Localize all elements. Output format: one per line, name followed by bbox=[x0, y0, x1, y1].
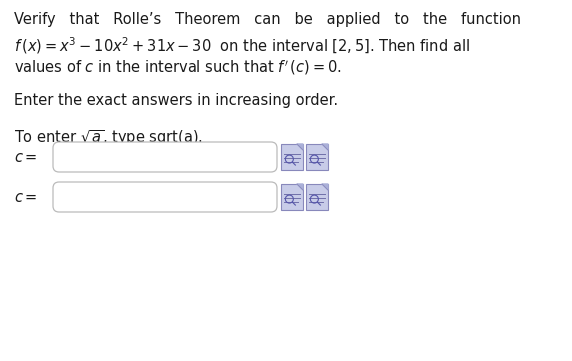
Polygon shape bbox=[322, 144, 328, 150]
FancyBboxPatch shape bbox=[53, 182, 277, 212]
FancyBboxPatch shape bbox=[281, 184, 303, 210]
Text: $c =$: $c =$ bbox=[14, 190, 38, 204]
Polygon shape bbox=[297, 184, 303, 190]
FancyBboxPatch shape bbox=[306, 144, 328, 170]
Text: To enter $\sqrt{a}$, type sqrt(a).: To enter $\sqrt{a}$, type sqrt(a). bbox=[14, 128, 203, 148]
Text: values of $c$ in the interval such that $f'\,(c) = 0$.: values of $c$ in the interval such that … bbox=[14, 58, 341, 77]
FancyBboxPatch shape bbox=[281, 144, 303, 170]
Text: $f\,(x) = x^3 - 10x^2 + 31x - 30$  on the interval $[2, 5]$. Then find all: $f\,(x) = x^3 - 10x^2 + 31x - 30$ on the… bbox=[14, 35, 470, 56]
Polygon shape bbox=[297, 144, 303, 150]
FancyBboxPatch shape bbox=[53, 142, 277, 172]
Polygon shape bbox=[322, 184, 328, 190]
Text: Enter the exact answers in increasing order.: Enter the exact answers in increasing or… bbox=[14, 93, 338, 108]
Text: $c =$: $c =$ bbox=[14, 149, 38, 165]
FancyBboxPatch shape bbox=[306, 184, 328, 210]
Text: Verify   that   Rolle’s   Theorem   can   be   applied   to   the   function: Verify that Rolle’s Theorem can be appli… bbox=[14, 12, 521, 27]
